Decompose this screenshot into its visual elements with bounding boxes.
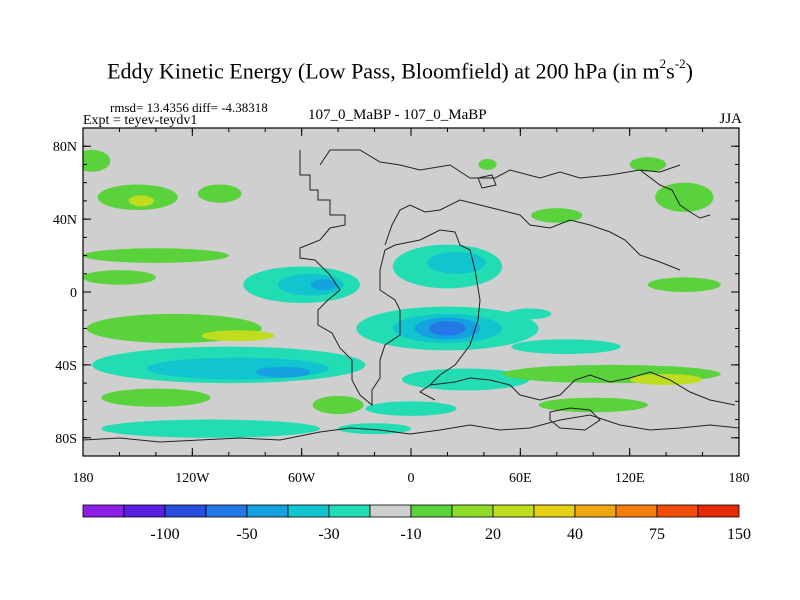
colorbar-swatch <box>82 504 125 518</box>
green-patch-nepac <box>655 182 714 212</box>
colorbar: -100 -50 -30 -10 20 40 75 150 <box>82 504 751 543</box>
lon-tick-label: 180 <box>73 471 94 486</box>
lat-tick-label: 0 <box>70 286 77 301</box>
cyan-band-south-sh <box>365 401 457 416</box>
lon-tick-label: 60E <box>509 471 532 486</box>
stats-line: rmsd= 13.4356 diff= -4.38318 <box>110 100 268 115</box>
coastline-island-e <box>549 407 601 431</box>
lat-tick-label: 80N <box>53 140 77 155</box>
lon-tick-label: 180 <box>729 471 750 486</box>
experiment-label: Expt = teyev-teydv1 <box>83 113 198 128</box>
colorbar-label: -30 <box>318 526 339 543</box>
colorbar-label: 40 <box>567 526 583 543</box>
green-band-nw2 <box>83 149 111 172</box>
blue-core-sh-africa-4 <box>429 321 466 336</box>
green-patch-nasia <box>531 208 583 223</box>
colorbar-swatch <box>246 504 289 518</box>
colorbar-label: -100 <box>150 526 179 543</box>
colorbar-label: -50 <box>236 526 257 543</box>
green-band-sh-south <box>101 388 211 407</box>
colorbar-swatch <box>492 504 535 518</box>
lon-tick-label: 0 <box>408 471 415 486</box>
colorbar-label: 20 <box>485 526 501 543</box>
colorbar-swatch <box>205 504 248 518</box>
field-layer <box>83 149 721 438</box>
lon-tick-label: 120E <box>615 471 645 486</box>
colorbar-swatch <box>574 504 617 518</box>
coastline-south <box>429 371 736 406</box>
colorbar-label: 150 <box>727 526 751 543</box>
colorbar-swatch <box>451 504 494 518</box>
lon-tick-label: 60W <box>288 471 316 486</box>
coastline-asia-tip <box>639 169 711 219</box>
colorbar-swatch <box>287 504 330 518</box>
green-band-west-tropics <box>83 248 229 263</box>
colorbar-swatch <box>615 504 658 518</box>
coastline-arctic <box>319 149 681 179</box>
lon-tick-label: 120W <box>175 471 210 486</box>
colorbar-swatch <box>656 504 699 518</box>
cyan-band-80s <box>101 419 320 438</box>
green-band-sh-south2 <box>312 395 364 415</box>
colorbar-swatch <box>164 504 207 518</box>
colorbar-swatch <box>328 504 371 518</box>
axis-ticks: 80N 40N 0 40S 80S 180 120W 60W 0 60E 120E 180 <box>53 127 750 486</box>
green-patch-npac <box>197 184 242 203</box>
cyan-arc-eq-in <box>427 251 486 274</box>
coastline-antarctic <box>83 414 739 443</box>
colorbar-swatch <box>533 504 576 518</box>
yellow-core-sh <box>201 330 275 342</box>
green-patch-ne <box>629 157 667 172</box>
comparison-label: 107_0_MaBP - 107_0_MaBP <box>308 107 487 123</box>
cyan-band-sindian <box>511 339 621 354</box>
colorbar-swatch <box>410 504 453 518</box>
lat-tick-label: 40N <box>53 213 77 228</box>
green-band-far-south <box>538 397 648 413</box>
lat-tick-label: 40S <box>55 359 77 374</box>
coastline-island-n <box>477 174 497 189</box>
colorbar-label: -10 <box>400 526 421 543</box>
green-patch-nw <box>128 195 155 207</box>
coastline-europe <box>384 199 681 271</box>
colorbar-swatch <box>369 504 412 518</box>
lat-tick-label: 80S <box>55 432 77 447</box>
green-band-ind <box>83 270 156 285</box>
green-patch-natl <box>478 158 497 170</box>
sky-west-eq <box>310 279 337 291</box>
yellow-core-sindian <box>629 374 703 385</box>
coastline-layer <box>83 149 739 443</box>
colorbar-swatch <box>123 504 166 518</box>
plot-title: Eddy Kinetic Energy (Low Pass, Bloomfiel… <box>107 56 693 84</box>
green-band-eq-east <box>647 277 721 293</box>
sky-core-sh <box>256 366 311 378</box>
colorbar-label: 75 <box>649 526 665 543</box>
coastline-eurasia <box>299 150 481 407</box>
season-label: JJA <box>719 111 742 127</box>
colorbar-swatch <box>697 504 740 518</box>
